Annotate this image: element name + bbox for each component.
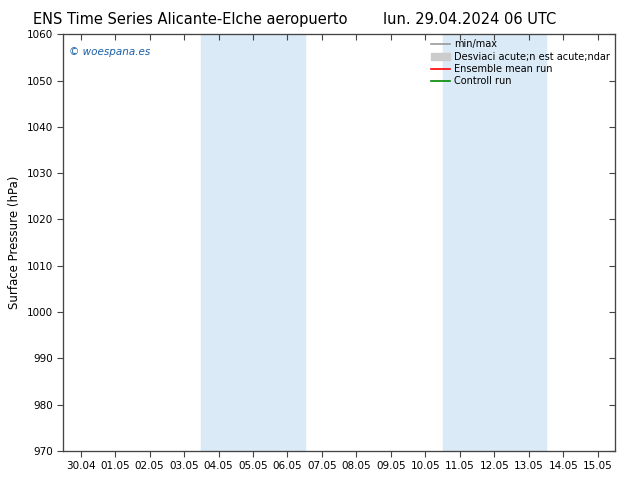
Bar	[443, 34, 512, 451]
Text: lun. 29.04.2024 06 UTC: lun. 29.04.2024 06 UTC	[382, 12, 556, 27]
Text: ENS Time Series Alicante-Elche aeropuerto: ENS Time Series Alicante-Elche aeropuert…	[33, 12, 347, 27]
Bar	[202, 34, 270, 451]
Legend: min/max, Desviaci acute;n est acute;ndar, Ensemble mean run, Controll run: min/max, Desviaci acute;n est acute;ndar…	[429, 37, 612, 88]
Text: © woespana.es: © woespana.es	[69, 47, 150, 57]
Bar	[236, 34, 305, 451]
Y-axis label: Surface Pressure (hPa): Surface Pressure (hPa)	[8, 176, 21, 309]
Bar	[477, 34, 546, 451]
